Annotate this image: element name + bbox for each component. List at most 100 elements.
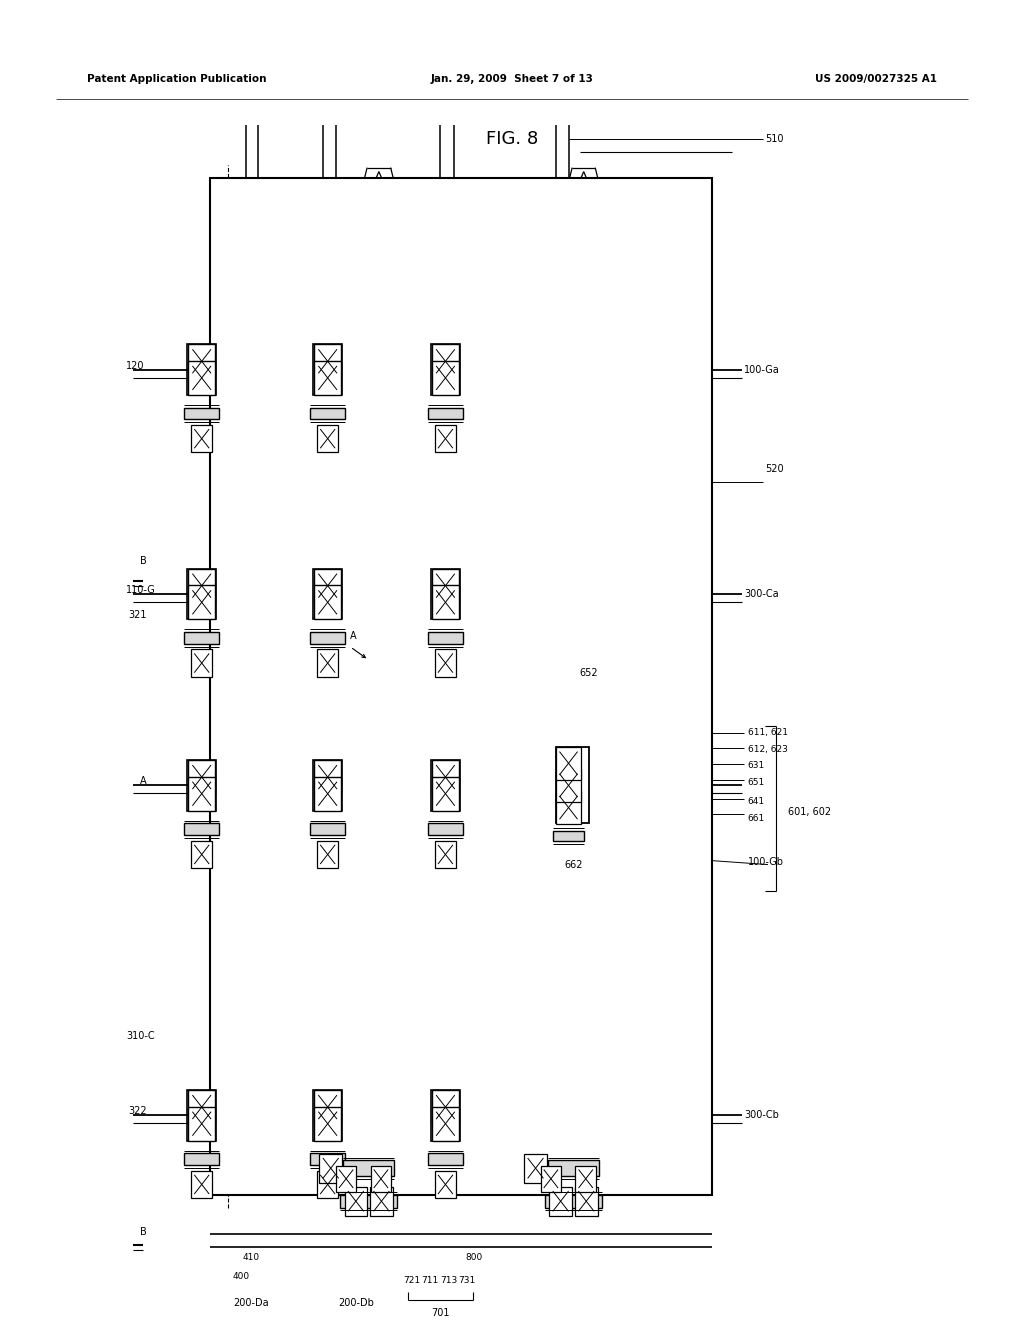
- Text: 800: 800: [466, 1254, 482, 1262]
- Text: 651: 651: [748, 779, 765, 787]
- Text: Patent Application Publication: Patent Application Publication: [87, 74, 266, 84]
- Text: 100-Gb: 100-Gb: [748, 857, 783, 867]
- Bar: [184, 632, 219, 644]
- Bar: [310, 824, 345, 836]
- Bar: [435, 1171, 456, 1199]
- Text: A: A: [140, 776, 146, 787]
- Bar: [548, 1160, 599, 1176]
- Bar: [187, 760, 216, 810]
- Bar: [428, 408, 463, 420]
- Bar: [556, 747, 582, 780]
- Text: 310-C: 310-C: [126, 1031, 155, 1041]
- Bar: [188, 585, 215, 619]
- Text: 652: 652: [580, 668, 598, 678]
- Bar: [210, 178, 712, 1195]
- Bar: [428, 824, 463, 836]
- Text: 721: 721: [403, 1276, 420, 1284]
- Bar: [524, 1154, 547, 1183]
- Bar: [545, 1195, 602, 1208]
- Bar: [310, 408, 345, 420]
- Bar: [541, 1166, 561, 1192]
- Bar: [187, 345, 216, 395]
- Text: FIG. 8: FIG. 8: [485, 129, 539, 148]
- Bar: [343, 1160, 394, 1176]
- Bar: [556, 791, 582, 824]
- Bar: [314, 1106, 341, 1140]
- Text: 661: 661: [748, 814, 765, 822]
- Text: 611, 621: 611, 621: [748, 729, 787, 737]
- Text: 701: 701: [431, 1308, 450, 1319]
- Bar: [432, 1090, 459, 1125]
- Text: 612, 623: 612, 623: [748, 746, 787, 754]
- Text: 300-Cb: 300-Cb: [744, 1110, 779, 1121]
- Bar: [191, 1171, 212, 1199]
- Bar: [428, 632, 463, 644]
- Bar: [191, 425, 212, 453]
- Text: US 2009/0027325 A1: US 2009/0027325 A1: [815, 74, 937, 84]
- Text: 520: 520: [765, 463, 783, 474]
- Text: Jan. 29, 2009  Sheet 7 of 13: Jan. 29, 2009 Sheet 7 of 13: [430, 74, 594, 84]
- Bar: [432, 360, 459, 395]
- Text: B: B: [140, 556, 146, 566]
- Bar: [191, 841, 212, 869]
- Bar: [187, 569, 216, 619]
- Text: B: B: [140, 1226, 146, 1237]
- Bar: [310, 632, 345, 644]
- Bar: [184, 824, 219, 836]
- Bar: [371, 1166, 391, 1192]
- Bar: [313, 760, 342, 810]
- Bar: [575, 1166, 596, 1192]
- Text: 200-Db: 200-Db: [338, 1298, 375, 1308]
- Bar: [314, 585, 341, 619]
- Text: 510: 510: [765, 133, 783, 144]
- Text: 711: 711: [422, 1276, 438, 1284]
- Bar: [319, 1154, 342, 1183]
- Text: 713: 713: [440, 1276, 457, 1284]
- Bar: [317, 1171, 338, 1199]
- Bar: [188, 776, 215, 810]
- Text: 322: 322: [128, 1106, 146, 1117]
- Bar: [549, 1187, 571, 1216]
- Bar: [188, 360, 215, 395]
- Bar: [314, 569, 341, 603]
- Bar: [191, 649, 212, 677]
- Bar: [317, 841, 338, 869]
- Bar: [313, 569, 342, 619]
- Bar: [314, 760, 341, 795]
- Text: 410: 410: [243, 1254, 259, 1262]
- Bar: [188, 569, 215, 603]
- Bar: [435, 425, 456, 453]
- Bar: [314, 776, 341, 810]
- Bar: [184, 408, 219, 420]
- Text: 722: 722: [375, 1183, 393, 1193]
- Bar: [431, 345, 460, 395]
- Bar: [336, 1166, 356, 1192]
- Bar: [188, 1090, 215, 1125]
- Bar: [432, 345, 459, 379]
- Bar: [431, 1090, 460, 1140]
- Bar: [556, 768, 582, 803]
- Bar: [432, 585, 459, 619]
- Bar: [432, 1106, 459, 1140]
- Bar: [184, 1154, 219, 1166]
- Bar: [371, 1187, 393, 1216]
- Bar: [344, 1187, 367, 1216]
- Bar: [314, 345, 341, 379]
- Text: 601, 602: 601, 602: [788, 807, 831, 817]
- Text: 100-Ga: 100-Ga: [744, 364, 780, 375]
- Bar: [313, 1090, 342, 1140]
- Text: 732: 732: [545, 1196, 563, 1206]
- Bar: [187, 1090, 216, 1140]
- Bar: [574, 1187, 597, 1216]
- Bar: [313, 345, 342, 395]
- Bar: [432, 776, 459, 810]
- Text: 321: 321: [128, 610, 146, 620]
- Text: 200-Da: 200-Da: [233, 1298, 268, 1308]
- Text: 731: 731: [459, 1276, 475, 1284]
- Bar: [317, 425, 338, 453]
- Bar: [317, 649, 338, 677]
- Bar: [314, 1090, 341, 1125]
- Bar: [428, 1154, 463, 1166]
- Text: 662: 662: [564, 859, 583, 870]
- Bar: [435, 649, 456, 677]
